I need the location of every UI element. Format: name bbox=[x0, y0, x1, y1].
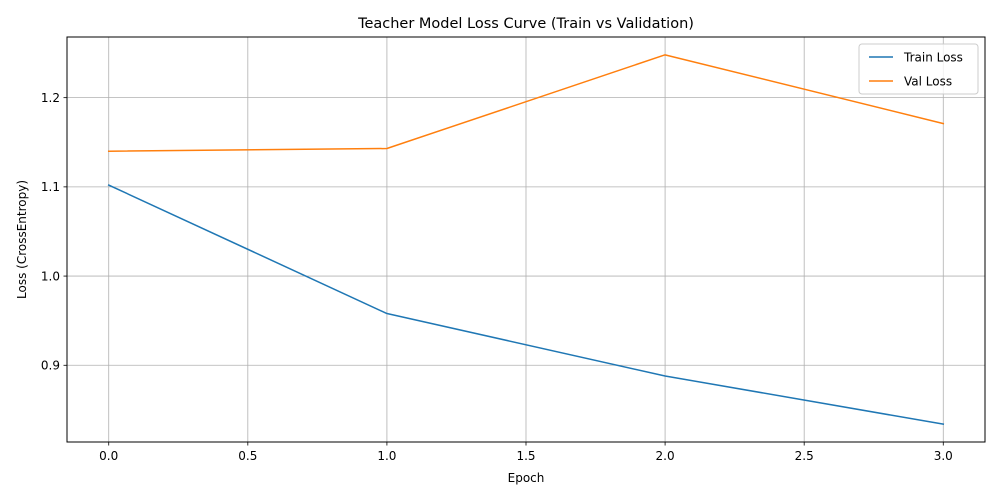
grid bbox=[67, 37, 985, 442]
x-axis-label: Epoch bbox=[508, 471, 545, 485]
series-line-val-loss bbox=[107, 54, 945, 152]
legend-label-train-loss: Train Loss bbox=[903, 51, 963, 65]
x-tick-label: 0.5 bbox=[238, 449, 257, 463]
series-lines bbox=[107, 54, 945, 426]
x-tick-label: 1.5 bbox=[516, 449, 535, 463]
y-axis-label: Loss (CrossEntropy) bbox=[15, 180, 29, 299]
x-tick-label: 2.0 bbox=[656, 449, 675, 463]
y-tick-label: 1.1 bbox=[41, 180, 60, 194]
series-line-train-loss bbox=[107, 184, 945, 426]
x-tick-label: 2.5 bbox=[795, 449, 814, 463]
y-tick-label: 1.0 bbox=[41, 269, 60, 283]
y-tick-label: 0.9 bbox=[41, 359, 60, 373]
x-tick-label: 1.0 bbox=[377, 449, 396, 463]
legend-label-val-loss: Val Loss bbox=[904, 75, 952, 89]
axis-ticks: 0.0 0.5 1.0 1.5 2.0 2.5 3.0 0.9 1.0 1.1 1.2 bbox=[41, 91, 953, 463]
x-tick-label: 0.0 bbox=[99, 449, 118, 463]
legend: Train Loss Val Loss bbox=[858, 43, 979, 95]
x-tick-label: 3.0 bbox=[934, 449, 953, 463]
chart-title: Teacher Model Loss Curve (Train vs Valid… bbox=[357, 16, 694, 32]
y-tick-label: 1.2 bbox=[41, 91, 60, 105]
